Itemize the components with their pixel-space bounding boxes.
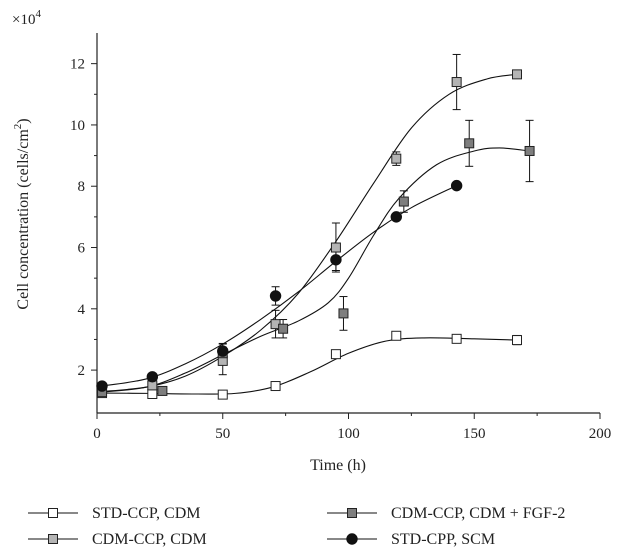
data-point-cdm-ccp-cdm-fgf-2 — [524, 145, 535, 156]
data-point-std-ccp-cdm — [330, 349, 341, 360]
data-point-std-ccp-cdm — [391, 330, 402, 341]
data-markers — [96, 69, 535, 400]
data-point-std-ccp-cdm — [512, 335, 523, 346]
legend-label-std-cpp-scm: STD-CPP, SCM — [391, 531, 495, 548]
x-tick-label: 100 — [337, 426, 360, 442]
data-point-std-cpp-scm — [450, 179, 463, 192]
legend-marker-std-ccp-cdm — [48, 508, 58, 518]
data-point-std-ccp-cdm — [217, 389, 228, 400]
y-multiplier-base: ×10 — [12, 12, 35, 28]
y-tick-label: 2 — [78, 363, 86, 379]
x-tick-label: 200 — [589, 426, 612, 442]
y-tick-label: 6 — [78, 241, 86, 257]
legend-label-cdm-ccp-cdm-fgf-2: CDM-CCP, CDM + FGF-2 — [391, 505, 565, 522]
x-tick-label: 150 — [463, 426, 486, 442]
legend-marker-std-cpp-scm — [346, 533, 358, 545]
legend-marker-cdm-ccp-cdm-fgf-2 — [347, 508, 357, 518]
fitted-curves — [101, 73, 530, 395]
data-point-std-cpp-scm — [96, 380, 108, 392]
data-point-cdm-ccp-cdm-fgf-2 — [157, 385, 168, 396]
data-point-cdm-ccp-cdm-fgf-2 — [278, 323, 289, 334]
y-axis-title-main: Cell concentration (cells/cm — [15, 129, 32, 310]
x-tick-label: 0 — [93, 426, 101, 442]
y-tick-label: 8 — [78, 179, 86, 195]
y-axis-title: Cell concentration (cells/cm2) — [12, 118, 32, 309]
data-point-std-cpp-scm — [330, 254, 342, 266]
y-tick-label: 10 — [70, 118, 85, 134]
data-point-cdm-ccp-cdm — [391, 153, 402, 164]
y-axis-title-close: ) — [15, 118, 32, 123]
curve-cdm-ccp-cdm — [101, 73, 518, 393]
error-bars — [98, 53, 534, 399]
y-multiplier-label: ×104 — [12, 8, 41, 28]
data-point-std-cpp-scm — [217, 345, 229, 357]
curve-std-cpp-scm — [101, 185, 457, 387]
legend-label-std-ccp-cdm: STD-CCP, CDM — [92, 505, 200, 522]
curve-cdm-ccp-cdm-fgf-2 — [101, 147, 530, 393]
legend: STD-CCP, CDM CDM-CCP, CDM CDM-CCP, CDM + F… — [28, 505, 565, 548]
data-point-std-cpp-scm — [146, 371, 159, 383]
data-point-std-ccp-cdm — [270, 381, 281, 392]
data-point-std-cpp-scm — [269, 290, 282, 302]
y-tick-label: 4 — [78, 302, 86, 318]
y-axis-title-sup: 2 — [12, 124, 24, 130]
data-point-std-cpp-scm — [390, 211, 402, 223]
legend-marker-cdm-ccp-cdm — [48, 534, 58, 544]
data-point-cdm-ccp-cdm-fgf-2 — [398, 196, 409, 207]
data-point-cdm-ccp-cdm — [451, 77, 462, 88]
data-point-std-ccp-cdm — [147, 389, 158, 399]
x-axis-title: Time (h) — [310, 457, 366, 474]
x-tick-label: 50 — [215, 426, 230, 442]
legend-label-cdm-ccp-cdm: CDM-CCP, CDM — [92, 531, 207, 548]
curve-std-ccp-cdm — [102, 337, 518, 395]
data-point-cdm-ccp-cdm — [512, 69, 523, 80]
data-point-cdm-ccp-cdm-fgf-2 — [464, 138, 475, 149]
data-point-std-ccp-cdm — [451, 333, 462, 344]
data-point-cdm-ccp-cdm — [330, 242, 341, 253]
axis-ticks: 0 50 100 150 200 2 4 6 8 10 12 — [70, 57, 611, 442]
y-multiplier-exp: 4 — [35, 8, 41, 20]
data-point-cdm-ccp-cdm-fgf-2 — [338, 308, 349, 319]
y-tick-label: 12 — [70, 57, 85, 73]
